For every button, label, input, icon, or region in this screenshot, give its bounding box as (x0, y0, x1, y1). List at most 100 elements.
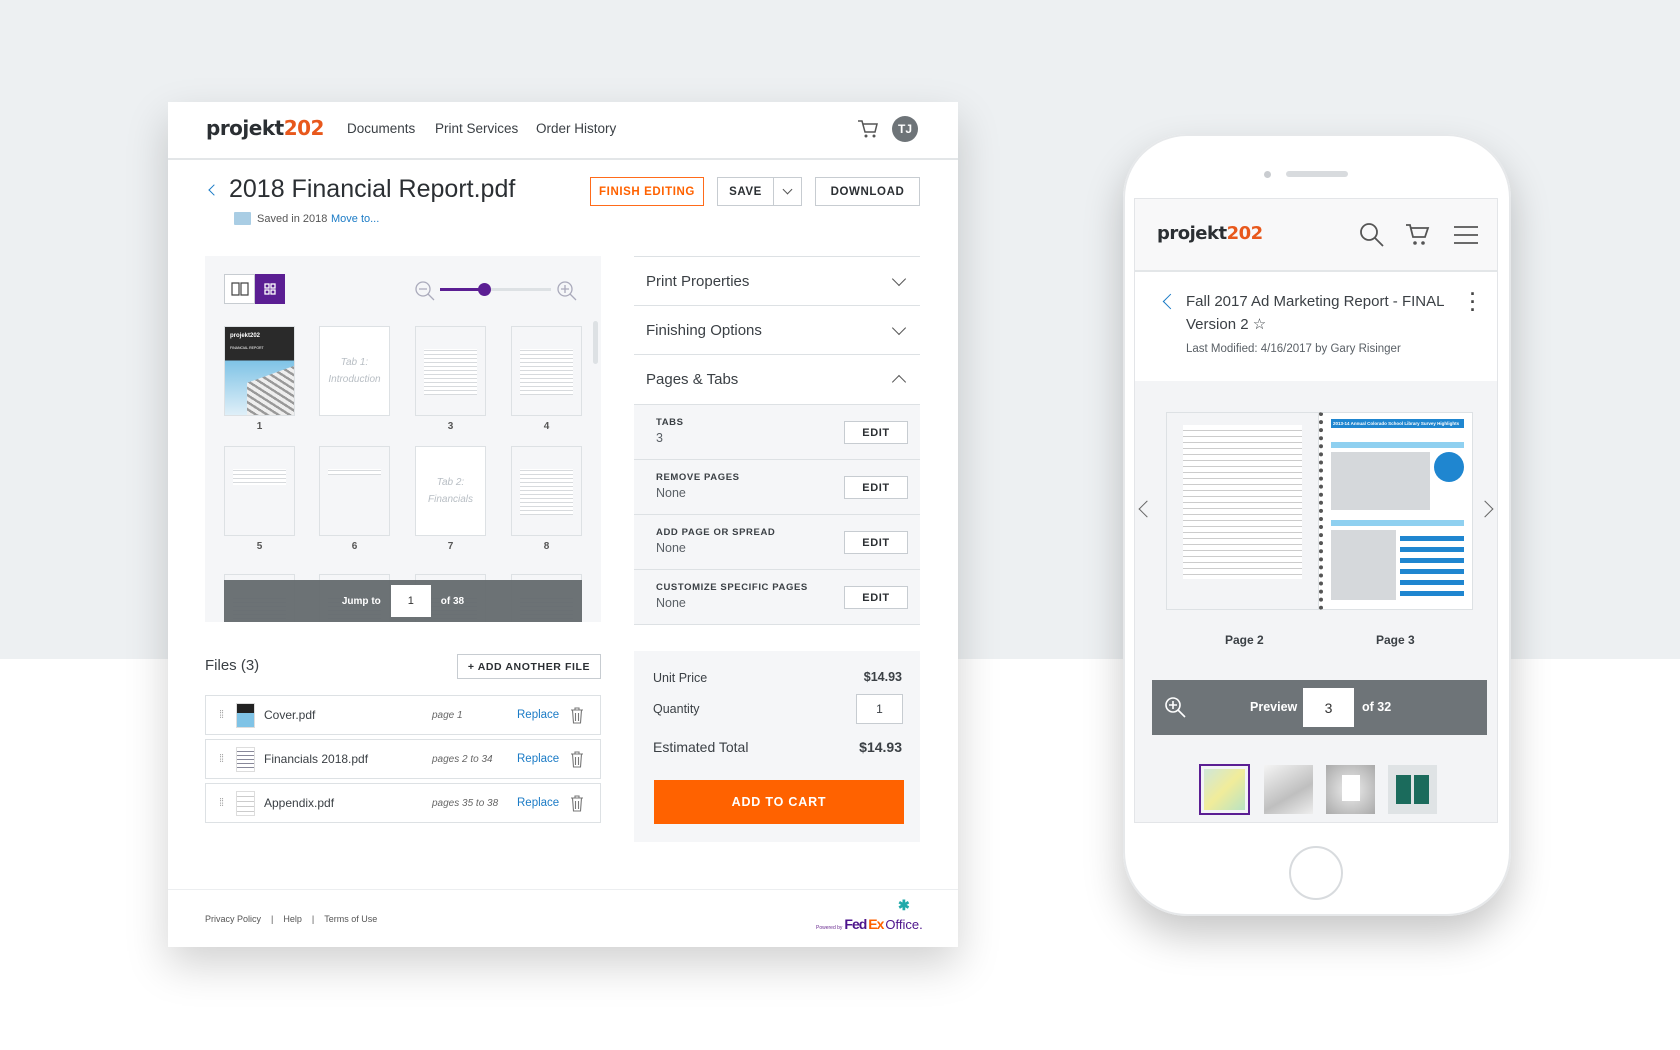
trash-icon[interactable] (570, 706, 584, 724)
spread-view-toggle[interactable] (224, 274, 255, 304)
jump-page-input[interactable]: 1 (390, 585, 431, 617)
phone-home-button[interactable] (1289, 846, 1343, 900)
quantity-input[interactable]: 1 (856, 694, 903, 724)
jump-to-bar: Jump to 1 of 38 (224, 580, 582, 622)
separator: | (271, 914, 274, 924)
pages-tabs-option: REMOVE PAGES None EDIT (634, 460, 920, 515)
page-thumbnail-5[interactable] (224, 446, 295, 536)
drag-handle-icon[interactable]: ⁞⁞ (218, 752, 224, 765)
star-icon[interactable]: ☆ (1252, 316, 1267, 333)
terms-link[interactable]: Terms of Use (324, 914, 378, 924)
finish-editing-button[interactable]: FINISH EDITING (590, 177, 704, 206)
edit-button[interactable]: EDIT (844, 476, 908, 499)
preview-bar: Preview 3 of 32 (1152, 680, 1487, 735)
product-thumb-3[interactable] (1326, 765, 1375, 814)
page-number: 5 (256, 541, 263, 552)
trash-icon[interactable] (570, 794, 584, 812)
tab-title: Tab 2: (436, 477, 465, 488)
page-thumbnail-1[interactable]: projekt202 FINANCIAL REPORT (224, 326, 295, 416)
help-link[interactable]: Help (283, 914, 302, 924)
nav-print-services[interactable]: Print Services (435, 121, 519, 136)
nav-documents[interactable]: Documents (347, 121, 416, 136)
product-thumb-4[interactable] (1388, 765, 1437, 814)
cart-icon[interactable] (1405, 223, 1431, 247)
zoom-slider[interactable] (440, 283, 551, 296)
option-label: TABS (656, 417, 684, 428)
spread-page-3[interactable]: 2013-14 Annual Colorado School Library S… (1319, 412, 1473, 610)
previous-arrow-icon[interactable] (1138, 500, 1156, 518)
thumb-image (1396, 775, 1411, 804)
page-thumbnail-8[interactable] (511, 446, 582, 536)
search-icon[interactable] (1359, 222, 1385, 248)
edit-button[interactable]: EDIT (844, 586, 908, 609)
back-chevron-icon[interactable] (1162, 293, 1179, 310)
replace-link[interactable]: Replace (517, 709, 560, 721)
page-thumbnail-4[interactable] (511, 326, 582, 416)
page-thumbnail-3[interactable] (415, 326, 486, 416)
logo-accent: 202 (283, 116, 325, 140)
edit-button[interactable]: EDIT (844, 421, 908, 444)
pages-tabs-option: CUSTOMIZE SPECIFIC PAGES None EDIT (634, 570, 920, 625)
move-to-link[interactable]: Move to... (331, 213, 380, 225)
cover-title: FINANCIAL REPORT (230, 346, 264, 350)
page-number: 7 (447, 541, 454, 552)
drag-handle-icon[interactable]: ⁞⁞ (218, 708, 224, 721)
zoom-out-icon[interactable] (414, 280, 436, 302)
page-number: 3 (447, 421, 454, 432)
more-options-icon[interactable]: · · · (1470, 284, 1476, 320)
accordion-print-properties[interactable]: Print Properties (634, 256, 920, 305)
file-name: Appendix.pdf (264, 796, 335, 810)
save-options-dropdown[interactable] (773, 177, 802, 206)
add-another-file-button[interactable]: + ADD ANOTHER FILE (457, 654, 601, 679)
accordion-pages-tabs[interactable]: Pages & Tabs (634, 354, 920, 405)
download-button[interactable]: DOWNLOAD (815, 177, 920, 206)
zoom-in-icon[interactable] (556, 280, 578, 302)
saved-location: Saved in 2018 (257, 213, 328, 225)
file-pages: page 1 (432, 709, 463, 721)
page-thumbnail-6[interactable] (319, 446, 390, 536)
estimated-total-label: Estimated Total (653, 739, 749, 755)
trash-icon[interactable] (570, 750, 584, 768)
fedex-star-icon: ✱ (898, 897, 910, 913)
tab-title: Tab 1: (340, 357, 369, 368)
mobile-header: projekt202 (1135, 199, 1497, 272)
title-text: Fall 2017 Ad Marketing Report - FINAL Ve… (1186, 293, 1444, 333)
separator: | (311, 914, 315, 924)
page-thumbnail-2[interactable]: Tab 1: Introduction (319, 326, 390, 416)
page-thumbnail-7[interactable]: Tab 2: Financials (415, 446, 486, 536)
powered-by: Powered by (816, 925, 843, 931)
fedex-ex: Ex (868, 916, 884, 932)
save-button[interactable]: SAVE (717, 177, 774, 206)
folder-icon (234, 212, 251, 225)
replace-link[interactable]: Replace (517, 797, 560, 809)
product-thumb-1[interactable] (1199, 764, 1250, 815)
menu-icon[interactable] (1453, 225, 1479, 245)
logo-text: projekt (1157, 223, 1227, 244)
cart-icon[interactable] (857, 119, 879, 139)
logo[interactable]: projekt202 (206, 116, 324, 140)
drag-handle-icon[interactable]: ⁞⁞ (218, 796, 224, 809)
zoom-in-icon[interactable] (1164, 696, 1188, 720)
mobile-logo[interactable]: projekt202 (1157, 223, 1263, 244)
preview-page-input[interactable]: 3 (1303, 688, 1354, 727)
grid-view-toggle[interactable] (255, 274, 285, 304)
spread-page-2[interactable] (1166, 412, 1319, 610)
zoom-slider-handle[interactable] (478, 283, 492, 296)
edit-button[interactable]: EDIT (844, 531, 908, 554)
file-thumbnail (236, 746, 255, 772)
privacy-policy-link[interactable]: Privacy Policy (205, 914, 262, 924)
cover-photo (247, 361, 294, 415)
thumb-image (1204, 769, 1245, 810)
replace-link[interactable]: Replace (517, 753, 560, 765)
nav-order-history[interactable]: Order History (536, 121, 617, 136)
chevron-up-icon (891, 374, 907, 390)
scrollbar[interactable] (593, 321, 598, 364)
accordion-finishing-options[interactable]: Finishing Options (634, 305, 920, 354)
next-arrow-icon[interactable] (1476, 500, 1494, 518)
preview-label: Preview (1250, 700, 1298, 714)
page-number: 1 (256, 421, 263, 432)
product-thumb-2[interactable] (1264, 765, 1313, 814)
footer-links: Privacy Policy | Help | Terms of Use (205, 914, 377, 924)
add-to-cart-button[interactable]: ADD TO CART (654, 780, 904, 824)
avatar[interactable]: TJ (892, 116, 918, 142)
